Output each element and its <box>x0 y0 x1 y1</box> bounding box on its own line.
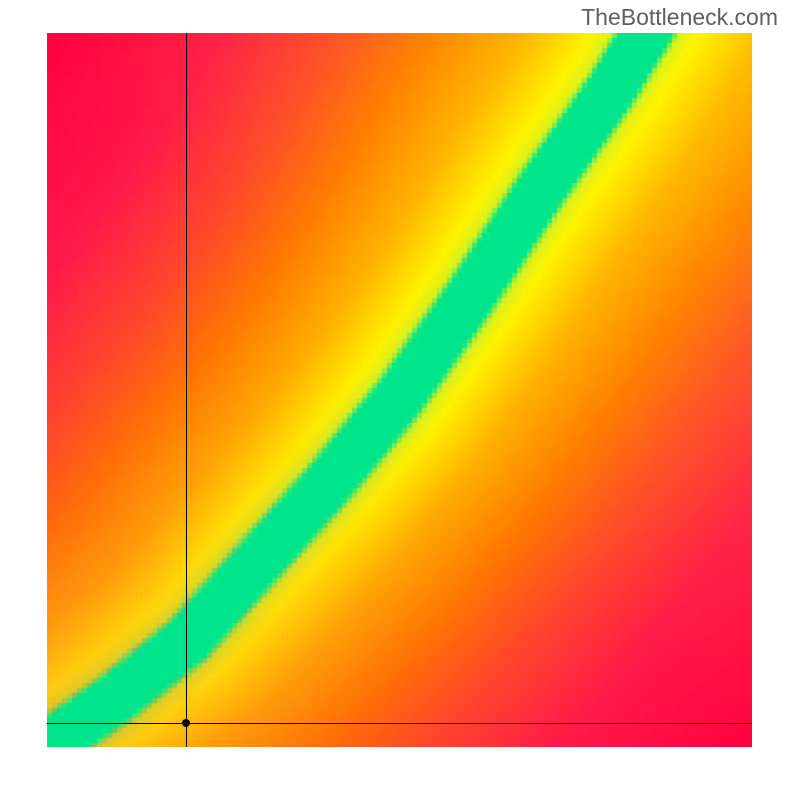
heatmap-canvas <box>47 33 752 747</box>
crosshair-horizontal-line <box>47 723 752 724</box>
crosshair-vertical-line <box>186 33 187 747</box>
crosshair-marker <box>182 719 190 727</box>
watermark-text: TheBottleneck.com <box>581 4 778 31</box>
chart-container: TheBottleneck.com <box>0 0 800 800</box>
heatmap-plot <box>47 33 752 747</box>
